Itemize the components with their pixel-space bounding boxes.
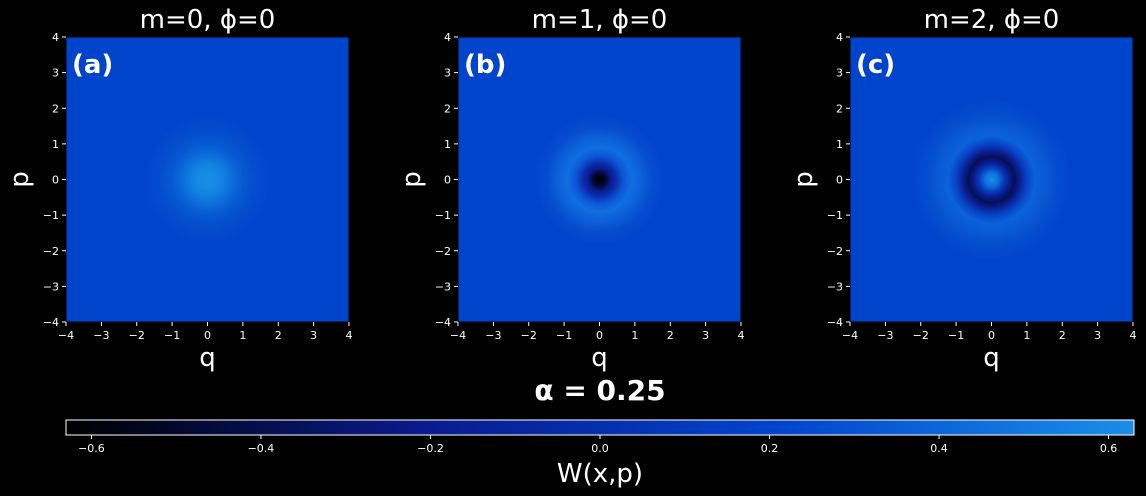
x-tick-label: −4 — [450, 329, 466, 342]
x-axis-label: q — [199, 343, 216, 373]
x-tick-label: 1 — [1023, 329, 1030, 342]
x-tick-label: 1 — [239, 329, 246, 342]
y-tick-label: −3 — [43, 280, 59, 293]
y-tick-label: 2 — [444, 102, 451, 115]
x-tick-label: −4 — [842, 329, 858, 342]
panel-1: m=0, ϕ=0 (a) −4 −3 −2 −1 0 1 2 3 4 −4 −3 −2 −1 0 1 2 3 4 q p — [5, 5, 353, 373]
y-tick-label: 3 — [444, 67, 451, 80]
y-tick-label: −1 — [435, 209, 451, 222]
wigner-distribution — [896, 84, 1087, 275]
y-tick-label: −4 — [827, 316, 843, 329]
y-tick-label: −4 — [43, 316, 59, 329]
colorbar-tick-label: 0.6 — [1100, 442, 1118, 455]
y-tick-label: 3 — [52, 67, 59, 80]
panel-title: m=2, ϕ=0 — [924, 5, 1060, 35]
y-axis-label: p — [5, 171, 35, 188]
y-tick-label: −1 — [827, 209, 843, 222]
panels-layer: m=0, ϕ=0(a)−4 −3 −2 −1 0 1 2 3 4−4−3−2−101234qpm… — [5, 5, 1137, 373]
x-tick-label: 3 — [1094, 329, 1101, 342]
x-tick-label: −1 — [556, 329, 572, 342]
colorbar-tick-label: 0.4 — [930, 442, 948, 455]
panel-title: m=0, ϕ=0 — [140, 5, 276, 35]
x-tick-label: 3 — [310, 329, 317, 342]
x-tick-label: −3 — [93, 329, 109, 342]
wigner-distribution — [519, 99, 680, 260]
x-tick-label: −3 — [485, 329, 501, 342]
x-axis-label: q — [983, 343, 1000, 373]
x-tick-label: 4 — [1130, 329, 1137, 342]
x-tick-label: 2 — [1059, 329, 1066, 342]
y-tick-label: 0 — [836, 174, 843, 187]
panel-letter: (c) — [856, 50, 895, 80]
panel-2: m=1, ϕ=0 (b) −4 −3 −2 −1 0 1 2 3 4 −4 −3 −2 −1 0 1 2 3 4 q p — [397, 5, 745, 373]
x-tick-label: 0 — [988, 329, 995, 342]
colorbar-tick-label: −0.6 — [78, 442, 105, 455]
panel-3: m=2, ϕ=0 (c) −4 −3 −2 −1 0 1 2 3 4 −4 −3 −2 −1 0 1 2 3 4 q p — [789, 5, 1137, 373]
y-tick-label: −3 — [435, 280, 451, 293]
panel-letter: (a) — [72, 50, 113, 80]
colorbar-gradient — [65, 419, 1135, 436]
x-tick-label: −1 — [164, 329, 180, 342]
x-tick-label: 3 — [702, 329, 709, 342]
colorbar-tick-label: −0.4 — [248, 442, 275, 455]
colorbar-tick-label: −0.2 — [417, 442, 444, 455]
x-tick-label: 2 — [667, 329, 674, 342]
x-tick-label: −1 — [948, 329, 964, 342]
y-tick-label: 1 — [52, 138, 59, 151]
y-tick-label: 3 — [836, 67, 843, 80]
y-axis-label: p — [397, 171, 427, 188]
y-tick-label: 4 — [836, 31, 843, 44]
colorbar-label: W(x,p) — [557, 459, 643, 489]
x-tick-label: 0 — [204, 329, 211, 342]
y-axis-label: p — [789, 171, 819, 188]
y-tick-label: 1 — [836, 138, 843, 151]
y-tick-label: 0 — [444, 174, 451, 187]
x-tick-label: −2 — [129, 329, 145, 342]
x-tick-label: 0 — [596, 329, 603, 342]
panel-letter: (b) — [464, 50, 506, 80]
x-tick-label: 1 — [631, 329, 638, 342]
x-axis-label: q — [591, 343, 608, 373]
y-tick-label: −2 — [827, 245, 843, 258]
y-tick-label: −1 — [43, 209, 59, 222]
x-tick-label: −2 — [913, 329, 929, 342]
x-tick-label: 4 — [346, 329, 353, 342]
x-tick-label: −3 — [877, 329, 893, 342]
y-tick-label: −2 — [43, 245, 59, 258]
y-tick-label: 4 — [444, 31, 451, 44]
panel-title: m=1, ϕ=0 — [532, 5, 668, 35]
y-tick-label: 2 — [52, 102, 59, 115]
y-tick-label: 0 — [52, 174, 59, 187]
y-tick-label: −2 — [435, 245, 451, 258]
colorbar-tick-label: 0.2 — [761, 442, 779, 455]
wigner-distribution — [127, 99, 288, 260]
colorbar-tick-label: 0.0 — [591, 442, 609, 455]
y-tick-label: −3 — [827, 280, 843, 293]
y-tick-label: −4 — [435, 316, 451, 329]
figure-suptitle: α = 0.25 — [534, 374, 665, 407]
y-tick-label: 1 — [444, 138, 451, 151]
x-tick-label: 4 — [738, 329, 745, 342]
x-tick-label: 2 — [275, 329, 282, 342]
x-tick-label: −4 — [58, 329, 74, 342]
y-tick-label: 4 — [52, 31, 59, 44]
y-tick-label: 2 — [836, 102, 843, 115]
colorbar: −0.6 −0.4 −0.2 0.0 0.2 0.4 0.6 W(x,p) — [65, 419, 1135, 489]
x-tick-label: −2 — [521, 329, 537, 342]
